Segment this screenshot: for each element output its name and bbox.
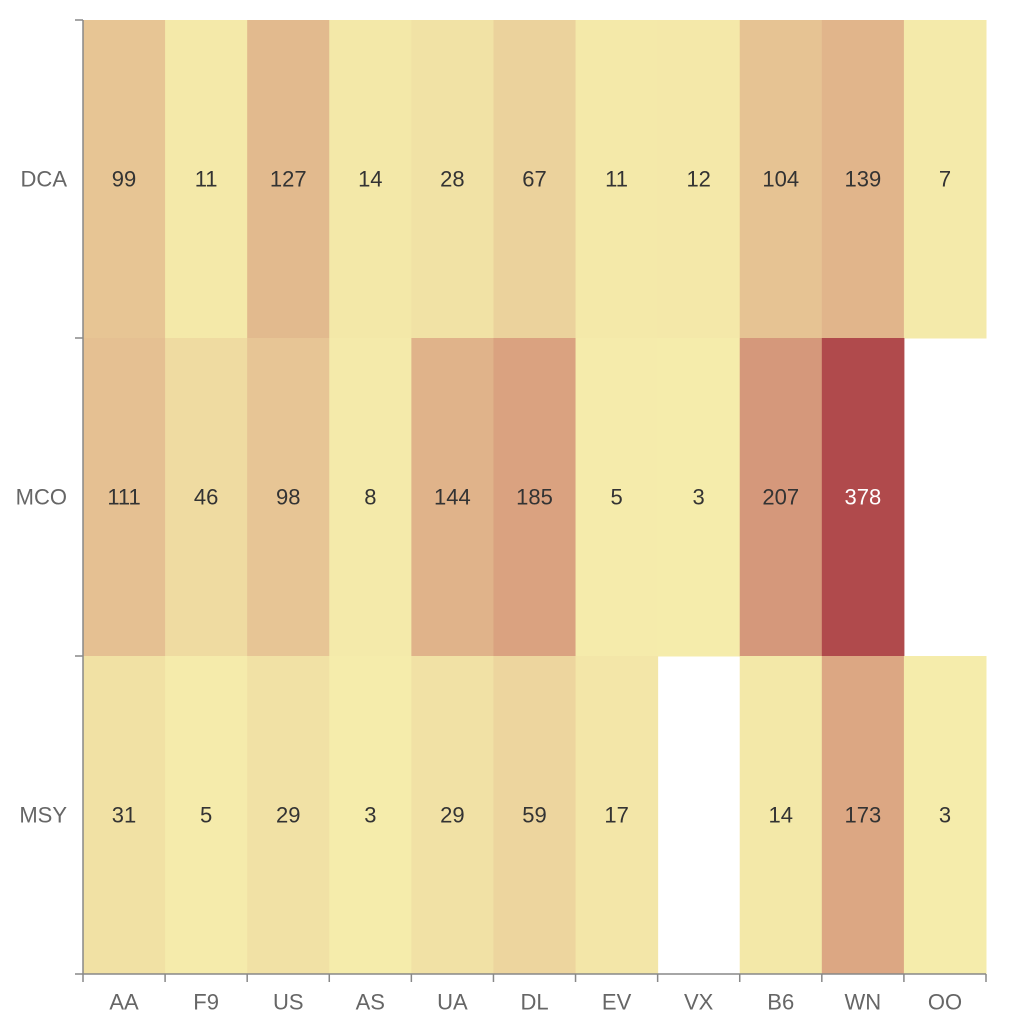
- heatmap-cell-MSY-UA: [411, 656, 494, 975]
- cell-value-label: 11: [195, 167, 218, 192]
- heatmap-cell-MSY-EV: [575, 656, 659, 975]
- cell-value-label: 29: [440, 803, 464, 828]
- heatmap-cell-MSY-AA: [83, 656, 166, 975]
- cell-value-label: 29: [276, 803, 300, 828]
- heatmap-cell-MCO-WN: [821, 338, 905, 657]
- heatmap-cell-DCA-DL: [493, 20, 577, 339]
- heatmap-cell-MCO-EV: [575, 338, 659, 657]
- heatmap-cell-DCA-US: [247, 20, 330, 339]
- cell-value-label: 3: [693, 485, 705, 510]
- heatmap-cell-DCA-B6: [739, 20, 823, 339]
- cell-value-label: 46: [194, 485, 218, 510]
- heatmap-cell-MCO-B6: [739, 338, 823, 657]
- heatmap-cell-DCA-VX: [657, 20, 741, 339]
- y-tick-label: DCA: [21, 167, 68, 192]
- cell-value-label: 59: [522, 803, 546, 828]
- heatmap-cell-DCA-AA: [83, 20, 166, 339]
- heatmap-cell-MCO-UA: [411, 338, 494, 657]
- heatmap-cell-MSY-US: [247, 656, 330, 975]
- y-axis: DCA MCO MSY: [16, 19, 84, 975]
- heatmap-cell-MCO-AA: [83, 338, 166, 657]
- heatmap-cell-DCA-EV: [575, 20, 659, 339]
- cell-value-label: 3: [364, 803, 376, 828]
- heatmap-cell-MSY-B6: [739, 656, 823, 975]
- y-tick-label: MSY: [19, 803, 67, 828]
- x-tick-label: B6: [767, 990, 794, 1015]
- heatmap-cell-MCO-US: [247, 338, 330, 657]
- x-tick-label: AS: [356, 990, 385, 1015]
- cell-value-label: 7: [939, 167, 951, 192]
- cell-value-label: 173: [845, 803, 882, 828]
- cell-value-label: 14: [769, 803, 793, 828]
- cell-value-label: 99: [112, 167, 136, 192]
- heatmap-cell-MCO-AS: [329, 338, 412, 657]
- cell-value-label: 127: [270, 167, 307, 192]
- heatmap-cell-MCO-VX: [657, 338, 741, 657]
- x-tick-label: AA: [109, 990, 139, 1015]
- x-tick-label: OO: [928, 990, 962, 1015]
- cell-value-label: 11: [605, 167, 628, 192]
- heatmap-cell-DCA-OO: [903, 20, 987, 339]
- heatmap-cell-MSY-AS: [329, 656, 412, 975]
- y-tick-label: MCO: [16, 485, 67, 510]
- cell-value-label: 98: [276, 485, 300, 510]
- cell-value-label: 5: [200, 803, 212, 828]
- cell-value-label: 111: [107, 485, 140, 510]
- heatmap-cell-DCA-WN: [821, 20, 905, 339]
- heatmap-cell-labels: 99 11 127 14 28 67 11 12 104 139 7 111 46 98 8 144 185 5 3…: [107, 167, 951, 828]
- x-tick-label: EV: [602, 990, 632, 1015]
- cell-value-label: 67: [522, 167, 546, 192]
- cell-value-label: 207: [762, 485, 799, 510]
- cell-value-label: 14: [358, 167, 382, 192]
- cell-value-label: 12: [686, 167, 710, 192]
- cell-value-label: 8: [364, 485, 376, 510]
- heatmap-cell-MSY-WN: [821, 656, 905, 975]
- heatmap-cell-DCA-AS: [329, 20, 412, 339]
- x-tick-label: VX: [684, 990, 714, 1015]
- heatmap-cell-MCO-DL: [493, 338, 577, 657]
- x-tick-label: US: [273, 990, 304, 1015]
- cell-value-label: 144: [434, 485, 471, 510]
- cell-value-label: 31: [112, 803, 136, 828]
- heatmap-cell-DCA-F9: [165, 20, 248, 339]
- heatmap-cell-MSY-OO: [903, 656, 987, 975]
- heatmap-cell-MCO-F9: [165, 338, 248, 657]
- heatmap-cells: [83, 20, 987, 975]
- x-tick-label: WN: [845, 990, 882, 1015]
- x-tick-label: UA: [437, 990, 468, 1015]
- x-tick-label: DL: [520, 990, 548, 1015]
- cell-value-label: 185: [516, 485, 553, 510]
- cell-value-label: 5: [610, 485, 622, 510]
- x-tick-label: F9: [193, 990, 219, 1015]
- cell-value-label: 104: [762, 167, 799, 192]
- heatmap-cell-MSY-F9: [165, 656, 248, 975]
- cell-value-label: 28: [440, 167, 464, 192]
- heatmap-cell-DCA-UA: [411, 20, 494, 339]
- x-axis: AA F9 US AS UA DL EV VX B6 WN OO: [82, 973, 987, 1015]
- cell-value-label: 378: [845, 485, 882, 510]
- heatmap-cell-MSY-DL: [493, 656, 577, 975]
- cell-value-label: 139: [845, 167, 882, 192]
- cell-value-label: 17: [604, 803, 628, 828]
- cell-value-label: 3: [939, 803, 951, 828]
